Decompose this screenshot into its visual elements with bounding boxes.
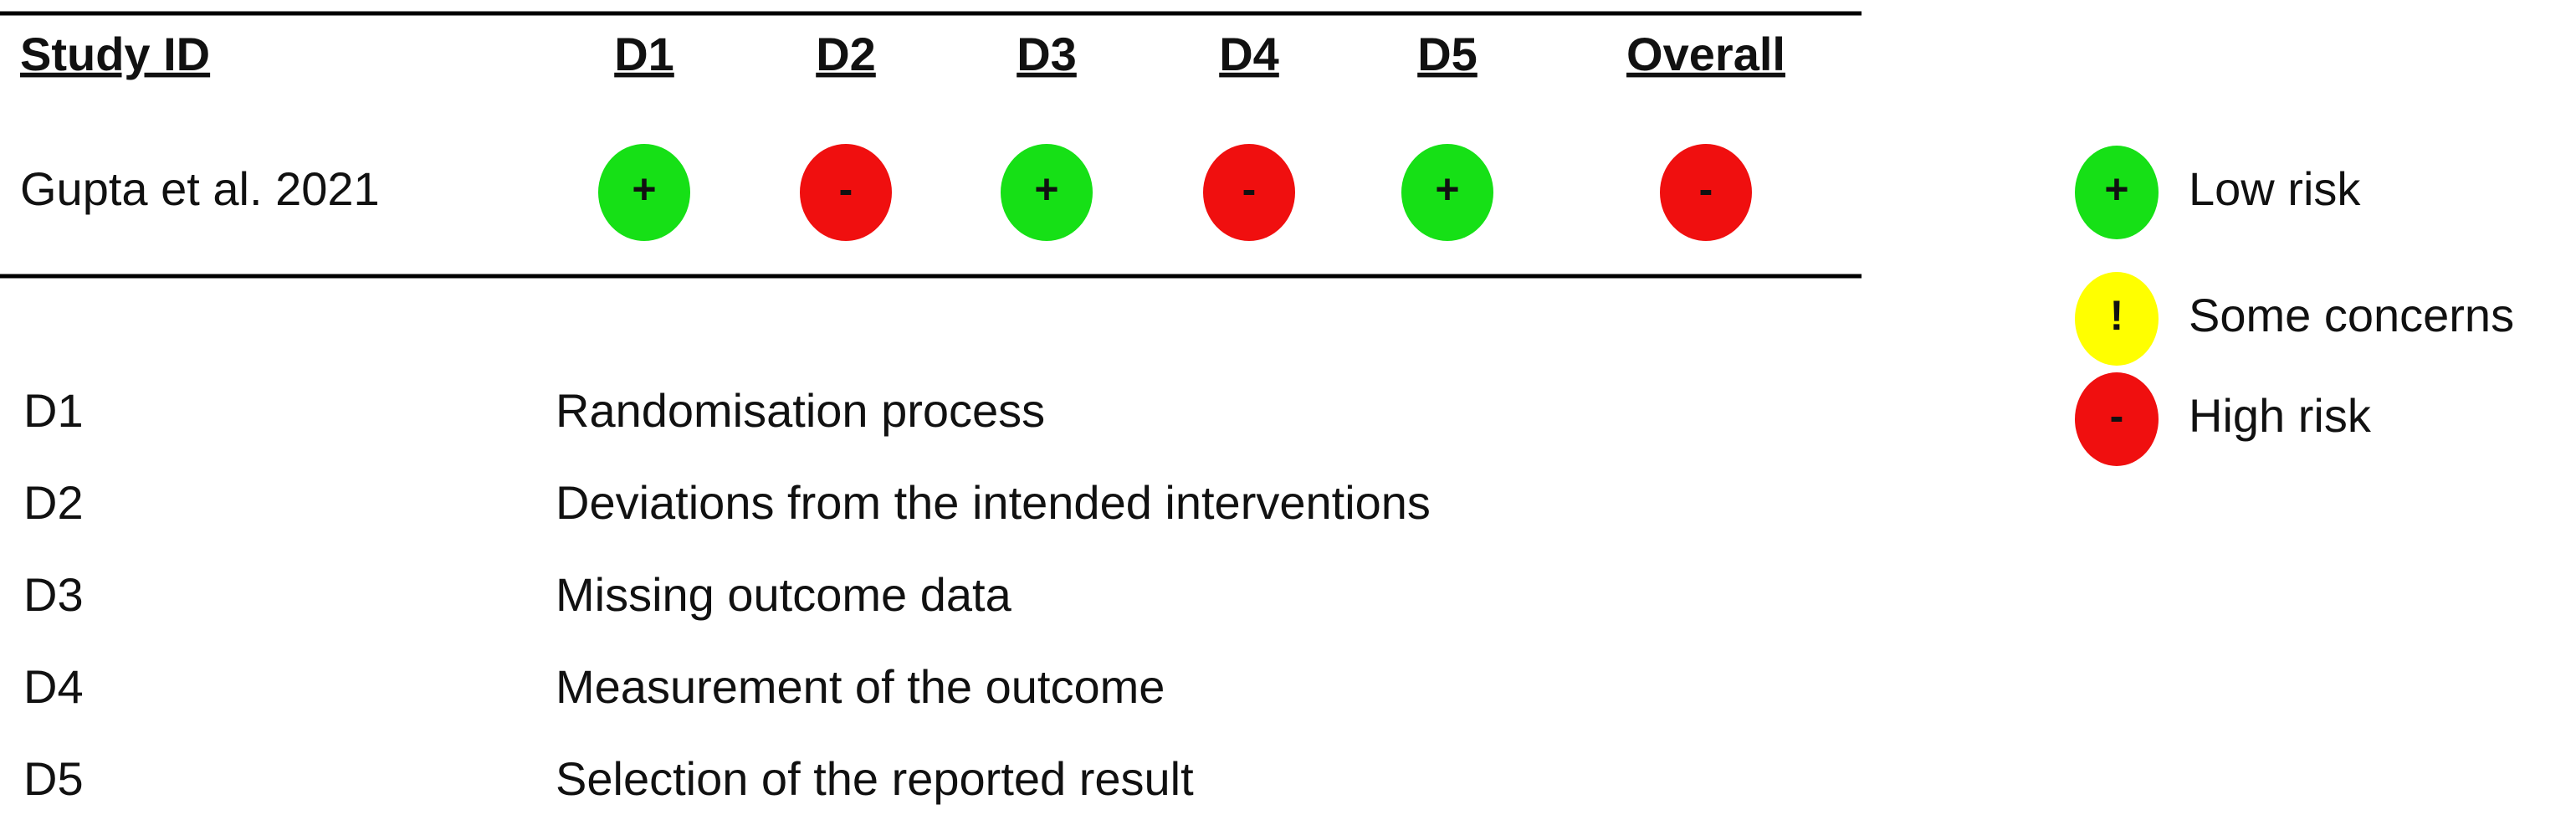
- judgement-symbol: +: [1435, 166, 1459, 213]
- judgement-circle: [1203, 144, 1295, 241]
- domain-code: D5: [23, 752, 84, 805]
- domain-description: Measurement of the outcome: [556, 660, 1165, 713]
- domain-description: Missing outcome data: [556, 568, 1012, 621]
- column-header: D5: [1417, 28, 1477, 80]
- study-name: Gupta et al. 2021: [20, 162, 380, 215]
- judgement-circle: [598, 144, 690, 241]
- legend-symbol: +: [2104, 166, 2128, 213]
- legend-circle: [2075, 372, 2159, 466]
- domain-description: Randomisation process: [556, 384, 1045, 437]
- column-header: D2: [816, 28, 876, 80]
- domain-code: D2: [23, 476, 84, 529]
- judgement-circle: [1401, 144, 1493, 241]
- domain-code: D4: [23, 660, 84, 713]
- legend-label: High risk: [2189, 389, 2372, 442]
- legend-label: Low risk: [2189, 162, 2361, 215]
- judgement-circle: [1660, 144, 1752, 241]
- legend-circle: [2075, 272, 2159, 366]
- column-header: Overall: [1626, 28, 1785, 80]
- judgement-symbol: -: [839, 166, 853, 213]
- domain-description: Selection of the reported result: [556, 752, 1194, 805]
- legend-symbol: !: [2110, 292, 2124, 339]
- legend-symbol: -: [2110, 392, 2124, 439]
- legend-label: Some concerns: [2189, 289, 2514, 341]
- domain-code: D1: [23, 384, 84, 437]
- domain-code: D3: [23, 568, 84, 621]
- domain-description: Deviations from the intended interventio…: [556, 476, 1431, 529]
- judgement-symbol: +: [632, 166, 656, 213]
- judgement-circle: [800, 144, 892, 241]
- judgement-symbol: -: [1242, 166, 1257, 213]
- column-header: D4: [1219, 28, 1279, 80]
- column-header: D1: [614, 28, 674, 80]
- legend-circle: [2075, 146, 2159, 239]
- judgement-circle: [1001, 144, 1093, 241]
- column-header: Study ID: [20, 28, 210, 80]
- judgement-symbol: +: [1034, 166, 1058, 213]
- column-header: D3: [1017, 28, 1077, 80]
- judgement-symbol: -: [1699, 166, 1713, 213]
